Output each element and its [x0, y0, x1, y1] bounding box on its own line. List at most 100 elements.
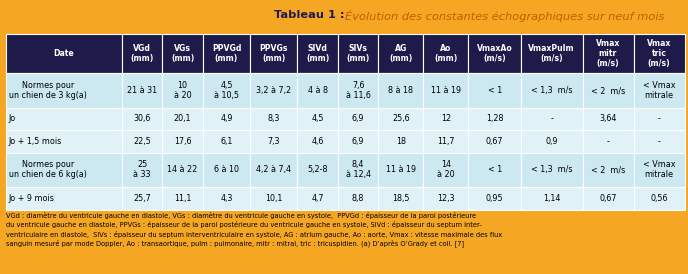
Text: 30,6: 30,6 [133, 115, 151, 124]
Text: Normes pour
un chien de 6 kg(a): Normes pour un chien de 6 kg(a) [9, 160, 87, 179]
Bar [250, 34, 297, 73]
Bar [634, 153, 685, 187]
Text: < Vmax
mitrale: < Vmax mitrale [643, 160, 676, 179]
Text: Jo: Jo [9, 115, 17, 124]
Text: -: - [550, 115, 553, 124]
Bar [338, 108, 378, 130]
Text: 4,5
à 10,5: 4,5 à 10,5 [214, 81, 239, 100]
Bar [203, 187, 250, 210]
Text: 6,1: 6,1 [220, 137, 233, 146]
Bar [521, 153, 583, 187]
Bar [122, 73, 162, 108]
Bar [250, 153, 297, 187]
Bar [297, 73, 338, 108]
Bar [297, 187, 338, 210]
Text: 22,5: 22,5 [133, 137, 151, 146]
Bar [297, 34, 338, 73]
Bar [378, 130, 423, 153]
Bar [6, 130, 122, 153]
Bar [338, 34, 378, 73]
Text: 3,64: 3,64 [599, 115, 616, 124]
Text: 7,3: 7,3 [268, 137, 280, 146]
Text: 3,2 à 7,2: 3,2 à 7,2 [256, 86, 291, 95]
Bar [203, 34, 250, 73]
Text: -: - [658, 137, 660, 146]
Bar [634, 73, 685, 108]
Bar [338, 187, 378, 210]
Text: 11,7: 11,7 [437, 137, 455, 146]
Text: VGd : diamètre du ventricule gauche en diastole, VGs : diamètre du ventricule ga: VGd : diamètre du ventricule gauche en d… [6, 212, 502, 247]
Bar [423, 187, 469, 210]
Text: 8 à 18: 8 à 18 [389, 86, 413, 95]
Bar [634, 187, 685, 210]
Text: < 1: < 1 [488, 86, 502, 95]
Text: 11 à 19: 11 à 19 [431, 86, 461, 95]
Bar [521, 108, 583, 130]
Bar [378, 153, 423, 187]
Text: 1,14: 1,14 [543, 194, 561, 203]
Text: PPVGs
(mm): PPVGs (mm) [259, 44, 288, 63]
Bar [469, 108, 521, 130]
Text: 4,9: 4,9 [220, 115, 233, 124]
Text: 25,6: 25,6 [392, 115, 410, 124]
Text: -: - [607, 137, 610, 146]
Bar [423, 130, 469, 153]
Bar [6, 187, 122, 210]
Text: 25
à 33: 25 à 33 [133, 160, 151, 179]
Text: < 1,3  m/s: < 1,3 m/s [531, 86, 572, 95]
Bar [203, 108, 250, 130]
Bar [162, 108, 203, 130]
Bar [521, 34, 583, 73]
Text: Évolution des constantes échographiques sur neuf mois: Évolution des constantes échographiques … [345, 10, 665, 22]
Text: VGs
(mm): VGs (mm) [171, 44, 194, 63]
Bar [6, 34, 122, 73]
Bar [122, 130, 162, 153]
Bar [6, 73, 122, 108]
Text: VmaxPulm
(m/s): VmaxPulm (m/s) [528, 44, 575, 63]
Bar [469, 153, 521, 187]
Bar [122, 153, 162, 187]
Text: 5,2-8: 5,2-8 [308, 165, 328, 175]
Bar [521, 130, 583, 153]
Text: SIVs
(mm): SIVs (mm) [347, 44, 369, 63]
Text: < 1,3  m/s: < 1,3 m/s [531, 165, 572, 175]
Text: 8,8: 8,8 [352, 194, 365, 203]
Bar [338, 153, 378, 187]
Text: 4,3: 4,3 [220, 194, 233, 203]
Text: 12,3: 12,3 [437, 194, 455, 203]
Text: 4,5: 4,5 [312, 115, 324, 124]
Bar [521, 187, 583, 210]
Text: 21 à 31: 21 à 31 [127, 86, 157, 95]
Bar [203, 130, 250, 153]
Text: 0,95: 0,95 [486, 194, 504, 203]
Text: Date: Date [53, 49, 74, 58]
Bar [250, 187, 297, 210]
Bar [122, 187, 162, 210]
Bar [250, 130, 297, 153]
Bar [634, 34, 685, 73]
Bar [378, 108, 423, 130]
Bar [583, 73, 634, 108]
Bar [162, 187, 203, 210]
Bar [162, 130, 203, 153]
Text: 1,28: 1,28 [486, 115, 504, 124]
Bar [162, 34, 203, 73]
Text: 4,2 à 7,4: 4,2 à 7,4 [256, 165, 291, 175]
Text: Vmax
tric
(m/s): Vmax tric (m/s) [647, 39, 671, 68]
Text: < 2  m/s: < 2 m/s [591, 86, 625, 95]
Text: 6,9: 6,9 [352, 115, 365, 124]
Bar [469, 187, 521, 210]
Text: 0,9: 0,9 [546, 137, 558, 146]
Text: 10,1: 10,1 [265, 194, 283, 203]
Bar [6, 153, 122, 187]
Bar [634, 130, 685, 153]
Text: 11,1: 11,1 [174, 194, 191, 203]
Text: VGd
(mm): VGd (mm) [131, 44, 153, 63]
Text: 8,4
à 12,4: 8,4 à 12,4 [345, 160, 371, 179]
Bar [583, 34, 634, 73]
Text: 4 à 8: 4 à 8 [308, 86, 327, 95]
Bar [122, 34, 162, 73]
Bar [423, 34, 469, 73]
Bar [203, 73, 250, 108]
Text: 18: 18 [396, 137, 406, 146]
